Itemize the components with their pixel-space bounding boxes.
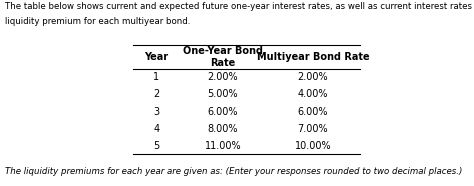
Text: 2.00%: 2.00% [298, 72, 328, 82]
Text: Year: Year [145, 52, 168, 62]
Text: The table below shows current and expected future one-year interest rates, as we: The table below shows current and expect… [5, 2, 474, 11]
Text: 6.00%: 6.00% [298, 107, 328, 117]
Text: 3: 3 [154, 107, 159, 117]
Text: 6.00%: 6.00% [208, 107, 238, 117]
Text: 2.00%: 2.00% [208, 72, 238, 82]
Text: 4: 4 [154, 124, 159, 134]
Text: 1: 1 [154, 72, 159, 82]
Text: 4.00%: 4.00% [298, 89, 328, 100]
Text: 10.00%: 10.00% [294, 141, 331, 151]
Text: 2: 2 [153, 89, 160, 100]
Text: liquidity premium for each multiyear bond.: liquidity premium for each multiyear bon… [5, 17, 190, 26]
Text: 5: 5 [153, 141, 160, 151]
Text: 8.00%: 8.00% [208, 124, 238, 134]
Text: One-Year Bond
Rate: One-Year Bond Rate [183, 46, 263, 68]
Text: Multiyear Bond Rate: Multiyear Bond Rate [256, 52, 369, 62]
Text: 7.00%: 7.00% [298, 124, 328, 134]
Text: 5.00%: 5.00% [208, 89, 238, 100]
Text: The liquidity premiums for each year are given as: (Enter your responses rounded: The liquidity premiums for each year are… [5, 167, 462, 176]
Text: 11.00%: 11.00% [204, 141, 241, 151]
